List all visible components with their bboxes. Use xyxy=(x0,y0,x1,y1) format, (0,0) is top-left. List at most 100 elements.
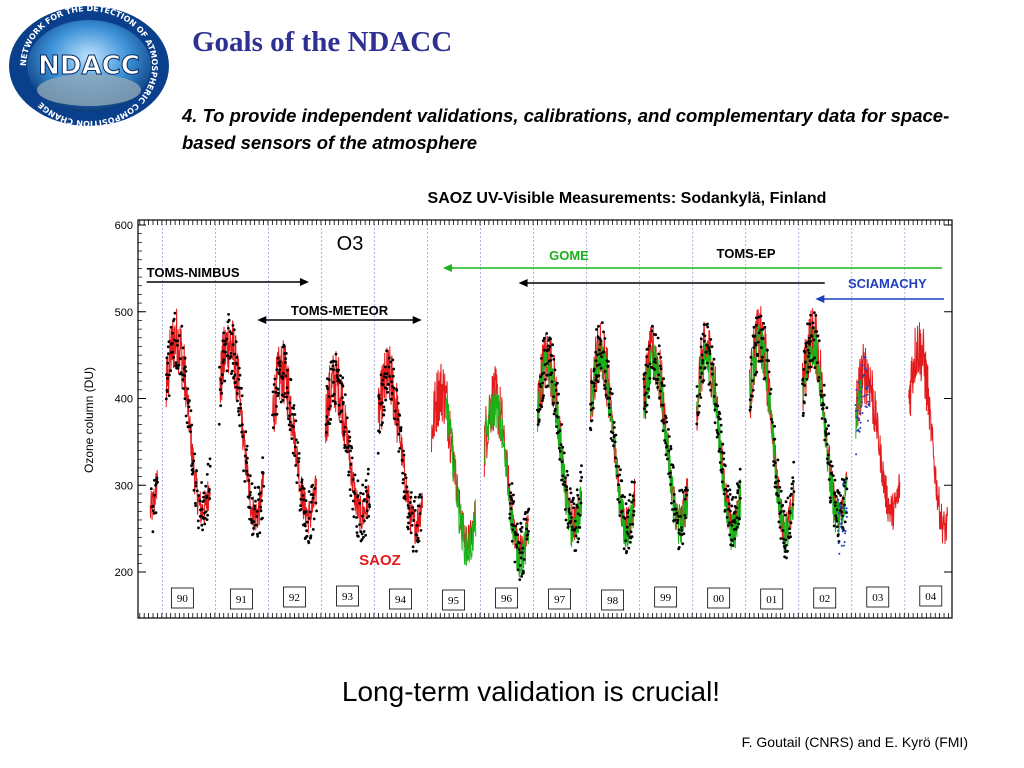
toms-point xyxy=(751,388,755,392)
year-box xyxy=(601,589,625,611)
toms-point xyxy=(654,361,657,364)
toms-point xyxy=(255,523,258,527)
toms-point xyxy=(411,545,415,549)
toms-point xyxy=(782,509,786,513)
toms-point xyxy=(224,350,227,354)
toms-point xyxy=(250,497,254,500)
toms-point xyxy=(183,356,187,360)
toms-point xyxy=(191,467,195,471)
toms-point xyxy=(754,323,758,327)
toms-point xyxy=(407,506,411,510)
toms-point xyxy=(612,421,616,424)
toms-point xyxy=(595,328,598,331)
toms-point xyxy=(307,541,311,545)
sciamachy-point xyxy=(867,400,870,403)
toms-point xyxy=(673,518,677,522)
toms-point xyxy=(364,479,368,482)
toms-point xyxy=(541,339,545,343)
toms-point xyxy=(627,499,631,502)
toms-point xyxy=(656,336,660,340)
sciamachy-point xyxy=(866,419,869,422)
toms-point xyxy=(390,392,394,395)
toms-point xyxy=(661,429,665,433)
toms-point xyxy=(781,529,785,532)
toms-point xyxy=(670,501,673,505)
toms-point xyxy=(232,328,236,332)
toms-point xyxy=(388,375,392,378)
toms-point xyxy=(662,418,665,422)
toms-point xyxy=(803,384,806,387)
toms-point xyxy=(200,523,204,527)
toms-point xyxy=(208,488,211,491)
toms-point xyxy=(717,449,721,453)
toms-point xyxy=(411,506,415,509)
toms-point xyxy=(362,530,366,533)
toms-point xyxy=(334,402,337,406)
toms-point xyxy=(611,439,614,443)
toms-point xyxy=(339,420,343,424)
toms-point xyxy=(413,509,417,512)
toms-point xyxy=(361,514,364,518)
toms-point xyxy=(801,414,805,417)
toms-point xyxy=(256,534,260,538)
toms-point xyxy=(834,514,838,518)
toms-point xyxy=(365,500,369,504)
toms-point xyxy=(204,510,208,514)
toms-point xyxy=(305,529,308,533)
toms-point xyxy=(698,393,702,396)
toms-point xyxy=(368,505,371,509)
year-label: 04 xyxy=(925,591,937,603)
toms-point xyxy=(401,481,405,485)
toms-point xyxy=(655,381,659,385)
toms-point xyxy=(724,487,727,491)
toms-point xyxy=(578,526,582,529)
toms-point xyxy=(726,484,730,488)
year-box xyxy=(230,588,253,610)
toms-point xyxy=(573,529,576,532)
toms-point xyxy=(262,484,266,488)
toms-point xyxy=(801,377,805,381)
toms-point xyxy=(627,546,631,550)
sciamachy-point xyxy=(844,532,846,535)
toms-point xyxy=(803,401,806,405)
toms-point xyxy=(180,324,184,328)
toms-point xyxy=(173,311,177,315)
toms-point xyxy=(289,420,292,424)
toms-point xyxy=(403,497,407,501)
toms-point xyxy=(642,407,646,411)
toms-point xyxy=(738,480,742,484)
toms-point xyxy=(397,432,401,436)
toms-point xyxy=(815,361,819,364)
toms-point xyxy=(730,523,734,527)
toms-point xyxy=(735,516,739,519)
toms-point xyxy=(698,404,701,408)
toms-point xyxy=(576,506,579,509)
toms-point xyxy=(361,492,365,496)
toms-point xyxy=(360,532,364,536)
toms-point xyxy=(665,420,669,424)
toms-point xyxy=(735,525,739,529)
toms-point xyxy=(659,356,663,359)
toms-point xyxy=(281,375,285,379)
toms-point xyxy=(151,530,155,534)
toms-point xyxy=(170,342,174,345)
toms-point xyxy=(288,428,292,432)
toms-point xyxy=(199,514,203,518)
toms-point xyxy=(592,406,595,410)
toms-point xyxy=(782,541,785,545)
toms-point xyxy=(276,356,280,360)
toms-point xyxy=(261,456,265,459)
toms-point xyxy=(219,378,223,382)
toms-point xyxy=(403,495,407,498)
toms-point xyxy=(286,368,289,372)
toms-point xyxy=(409,531,413,535)
toms-point xyxy=(401,471,404,475)
toms-point xyxy=(645,410,648,414)
toms-point xyxy=(824,430,827,433)
toms-point xyxy=(233,352,236,356)
toms-point xyxy=(806,322,809,326)
toms-point xyxy=(831,474,835,477)
toms-point xyxy=(561,474,565,478)
toms-point xyxy=(299,504,302,507)
toms-point xyxy=(226,354,230,358)
